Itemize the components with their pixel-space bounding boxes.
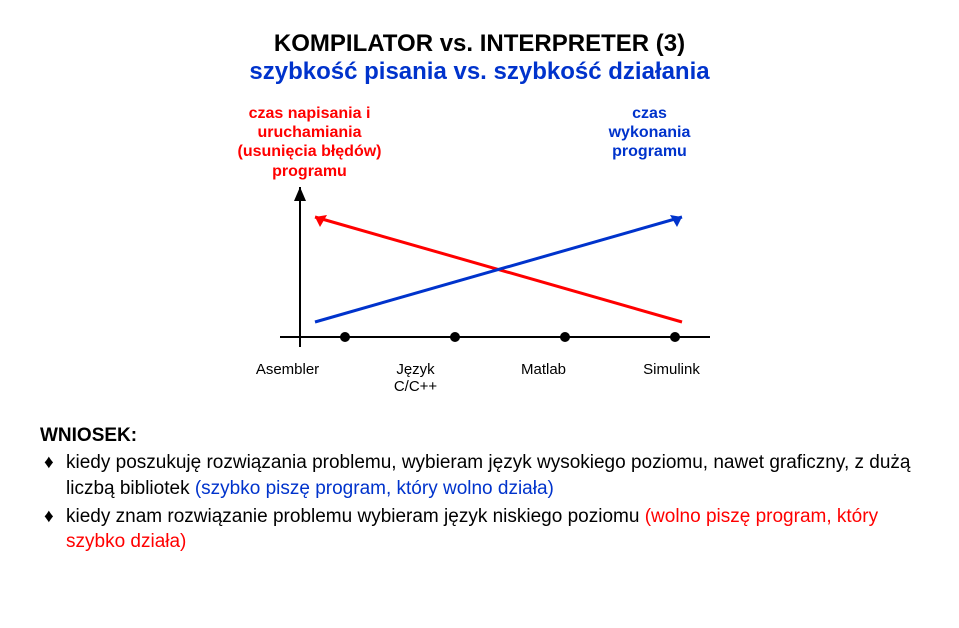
chart-label-left-l1: czas napisania i xyxy=(249,105,371,122)
chart-label-right: czas wykonania programu xyxy=(560,104,740,181)
conclusion-bullets: ♦kiedy poszukuję rozwiązania problemu, w… xyxy=(40,450,919,555)
bullet-text: kiedy poszukuję rozwiązania problemu, wy… xyxy=(66,450,919,501)
chart-label-left-l4: programu xyxy=(272,163,347,180)
axis-label-0: Asembler xyxy=(248,361,328,395)
chart-label-right-l1: czas xyxy=(632,105,667,122)
axis-label-2: Matlab xyxy=(504,361,584,395)
conclusion-bullet: ♦kiedy znam rozwiązanie problemu wybiera… xyxy=(40,504,919,555)
chart-axis-top-labels: czas napisania i uruchamiania (usunięcia… xyxy=(40,104,919,181)
bullet-colored: (szybko piszę program, który wolno dział… xyxy=(195,478,554,499)
title-line1: KOMPILATOR vs. INTERPRETER (3) xyxy=(40,30,919,58)
chart-svg-wrap xyxy=(40,187,919,357)
title-line2: szybkość pisania vs. szybkość działania xyxy=(40,58,919,86)
chart-label-right-l2: wykonania xyxy=(609,124,691,141)
x-axis-labels: Asembler Język C/C++ Matlab Simulink xyxy=(40,361,919,395)
bullet-marker-icon: ♦ xyxy=(44,504,66,555)
chart-label-left-l2: uruchamiania xyxy=(257,124,361,141)
chart-label-left-l3: (usunięcia błędów) xyxy=(237,143,381,160)
bullet-marker-icon: ♦ xyxy=(44,450,66,501)
bullet-text: kiedy znam rozwiązanie problemu wybieram… xyxy=(66,504,919,555)
crossing-lines-chart xyxy=(230,187,730,357)
chart-label-right-l3: programu xyxy=(612,143,687,160)
axis-label-1: Język C/C++ xyxy=(376,361,456,395)
axis-label-3: Simulink xyxy=(632,361,712,395)
title-block: KOMPILATOR vs. INTERPRETER (3) szybkość … xyxy=(40,30,919,86)
chart-label-left: czas napisania i uruchamiania (usunięcia… xyxy=(220,104,400,181)
conclusion-block: WNIOSEK: ♦kiedy poszukuję rozwiązania pr… xyxy=(40,423,919,555)
conclusion-bullet: ♦kiedy poszukuję rozwiązania problemu, w… xyxy=(40,450,919,501)
bullet-pre: kiedy znam rozwiązanie problemu wybieram… xyxy=(66,506,645,527)
conclusion-heading: WNIOSEK: xyxy=(40,423,919,449)
